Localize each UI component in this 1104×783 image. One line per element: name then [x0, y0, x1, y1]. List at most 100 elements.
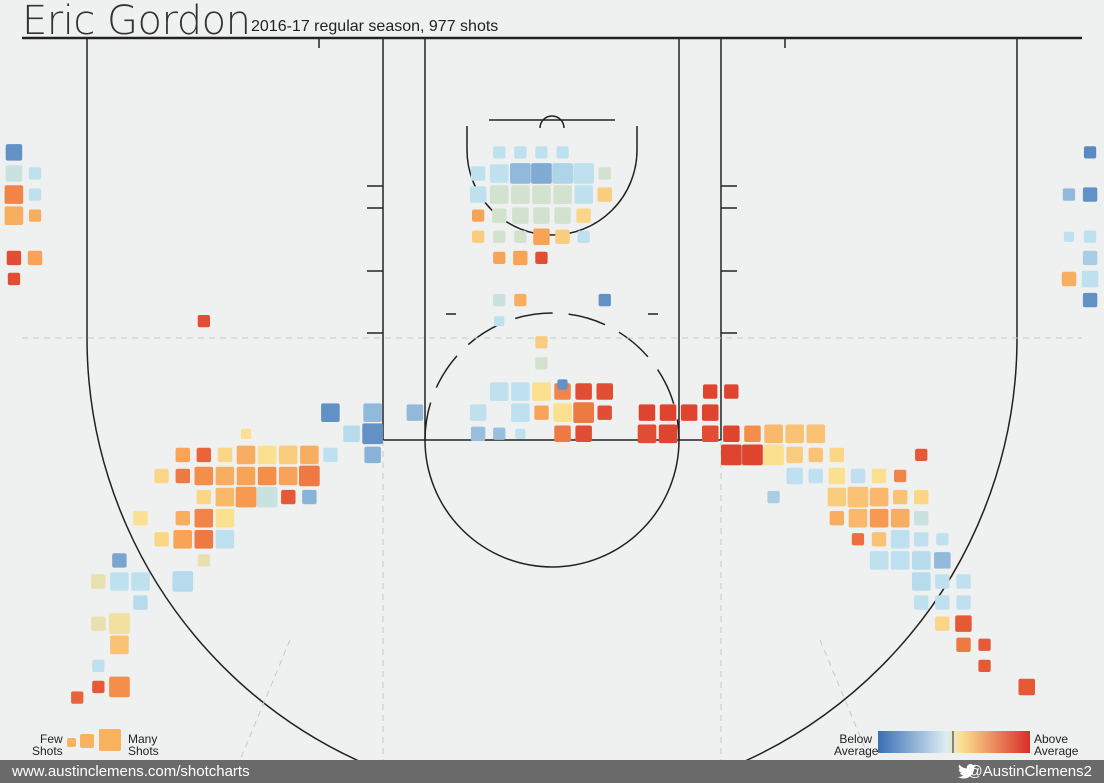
- shot-bin: [194, 466, 214, 486]
- shot-bin: [514, 293, 527, 307]
- shot-bin: [978, 659, 991, 672]
- chart-subtitle: 2016-17 regular season, 977 shots: [251, 18, 499, 35]
- shot-bin: [321, 403, 340, 422]
- shot-bin: [1081, 270, 1099, 288]
- shot-bin: [764, 424, 783, 444]
- shot-bin: [956, 595, 971, 610]
- shot-bin: [531, 163, 552, 184]
- shot-bin: [92, 680, 105, 694]
- shot-bin: [553, 185, 572, 204]
- shot-bin: [659, 404, 677, 421]
- shot-bins: [4, 144, 1099, 704]
- shot-bin: [869, 508, 889, 528]
- shot-bin: [574, 185, 593, 204]
- shot-bin: [1083, 146, 1097, 159]
- color-legend: [878, 731, 1030, 753]
- shot-bin: [1062, 188, 1076, 201]
- shot-bin: [785, 424, 804, 444]
- shot-bin: [28, 209, 42, 222]
- shot-bin: [364, 446, 381, 464]
- size-legend-medium: [80, 734, 94, 748]
- legend-few-shots: Few Shots: [32, 732, 63, 758]
- shot-bin: [511, 185, 530, 204]
- shot-bin: [723, 425, 740, 442]
- shot-bin: [215, 508, 235, 528]
- shot-bin: [131, 572, 150, 591]
- shot-bin: [871, 468, 887, 484]
- shot-bin: [936, 533, 949, 546]
- shot-bin: [850, 468, 866, 484]
- shot-bin: [257, 466, 277, 486]
- shot-bin: [575, 383, 592, 400]
- footer-url[interactable]: www.austinclemens.com/shotcharts: [12, 763, 250, 780]
- shot-bin: [489, 185, 509, 204]
- shot-bin: [914, 489, 929, 505]
- shot-bin: [890, 530, 910, 549]
- shot-bin: [109, 676, 130, 698]
- shot-bin: [956, 574, 971, 589]
- shot-bin: [515, 428, 526, 439]
- shot-bin: [511, 382, 530, 401]
- shot-bin: [763, 444, 784, 466]
- shot-bin: [532, 185, 551, 204]
- shot-bin: [596, 383, 613, 400]
- shot-bin: [893, 489, 908, 505]
- free-throw-circle-lower: [424, 439, 680, 568]
- shot-bin: [514, 230, 527, 243]
- shot-bin: [1061, 271, 1077, 287]
- restricted-area: [466, 126, 638, 236]
- shot-bin: [470, 426, 486, 441]
- shot-bin: [680, 404, 698, 421]
- shot-bin: [175, 511, 190, 526]
- shot-bin: [6, 250, 22, 266]
- shot-bin: [703, 384, 718, 399]
- shot-bin: [1082, 250, 1098, 266]
- size-legend-small: [67, 738, 76, 747]
- size-legend-large: [99, 729, 121, 751]
- color-legend-bar: [878, 731, 1030, 753]
- shot-bin: [702, 404, 719, 421]
- shot-bin: [724, 384, 739, 399]
- shot-bin: [533, 228, 550, 245]
- shot-bin: [194, 508, 214, 528]
- shot-bin: [535, 251, 548, 264]
- shot-bin: [110, 572, 129, 591]
- shot-bin: [535, 146, 548, 159]
- shot-bin: [597, 405, 612, 420]
- shot-bin: [532, 382, 551, 401]
- shot-bin: [5, 165, 23, 182]
- page-title: Eric Gordon: [22, 0, 251, 44]
- shot-bin: [28, 167, 42, 180]
- shot-bin: [257, 445, 277, 465]
- shot-bin: [4, 206, 24, 225]
- shot-bin: [154, 532, 169, 547]
- shot-bin: [554, 425, 571, 442]
- shot-bin: [934, 552, 951, 569]
- size-legend: [67, 729, 121, 751]
- shot-bin: [493, 293, 506, 307]
- outer-lane: [382, 37, 722, 441]
- shot-bin: [557, 379, 568, 390]
- shot-bin: [1082, 292, 1098, 308]
- shot-bin: [194, 530, 214, 549]
- shot-bin: [744, 425, 761, 442]
- shot-bin: [91, 616, 106, 631]
- shot-bin: [721, 444, 742, 466]
- shot-bin: [406, 404, 424, 421]
- shot-bin: [469, 186, 487, 203]
- shot-bin: [4, 185, 24, 204]
- shot-bin: [829, 447, 844, 463]
- shot-bin: [363, 403, 382, 422]
- shot-bin: [915, 448, 928, 461]
- shot-bin: [827, 487, 847, 507]
- legend-above-average: Above Average: [1034, 732, 1079, 758]
- shot-bin: [869, 487, 889, 507]
- shot-bin: [847, 486, 869, 508]
- shot-bin: [767, 490, 780, 504]
- shot-bin: [215, 466, 235, 486]
- shot-bin: [555, 229, 570, 244]
- shot-bin: [240, 428, 252, 439]
- shot-bin: [978, 638, 991, 651]
- footer-handle[interactable]: @AustinClemens2: [967, 763, 1092, 780]
- shot-bin: [110, 635, 129, 655]
